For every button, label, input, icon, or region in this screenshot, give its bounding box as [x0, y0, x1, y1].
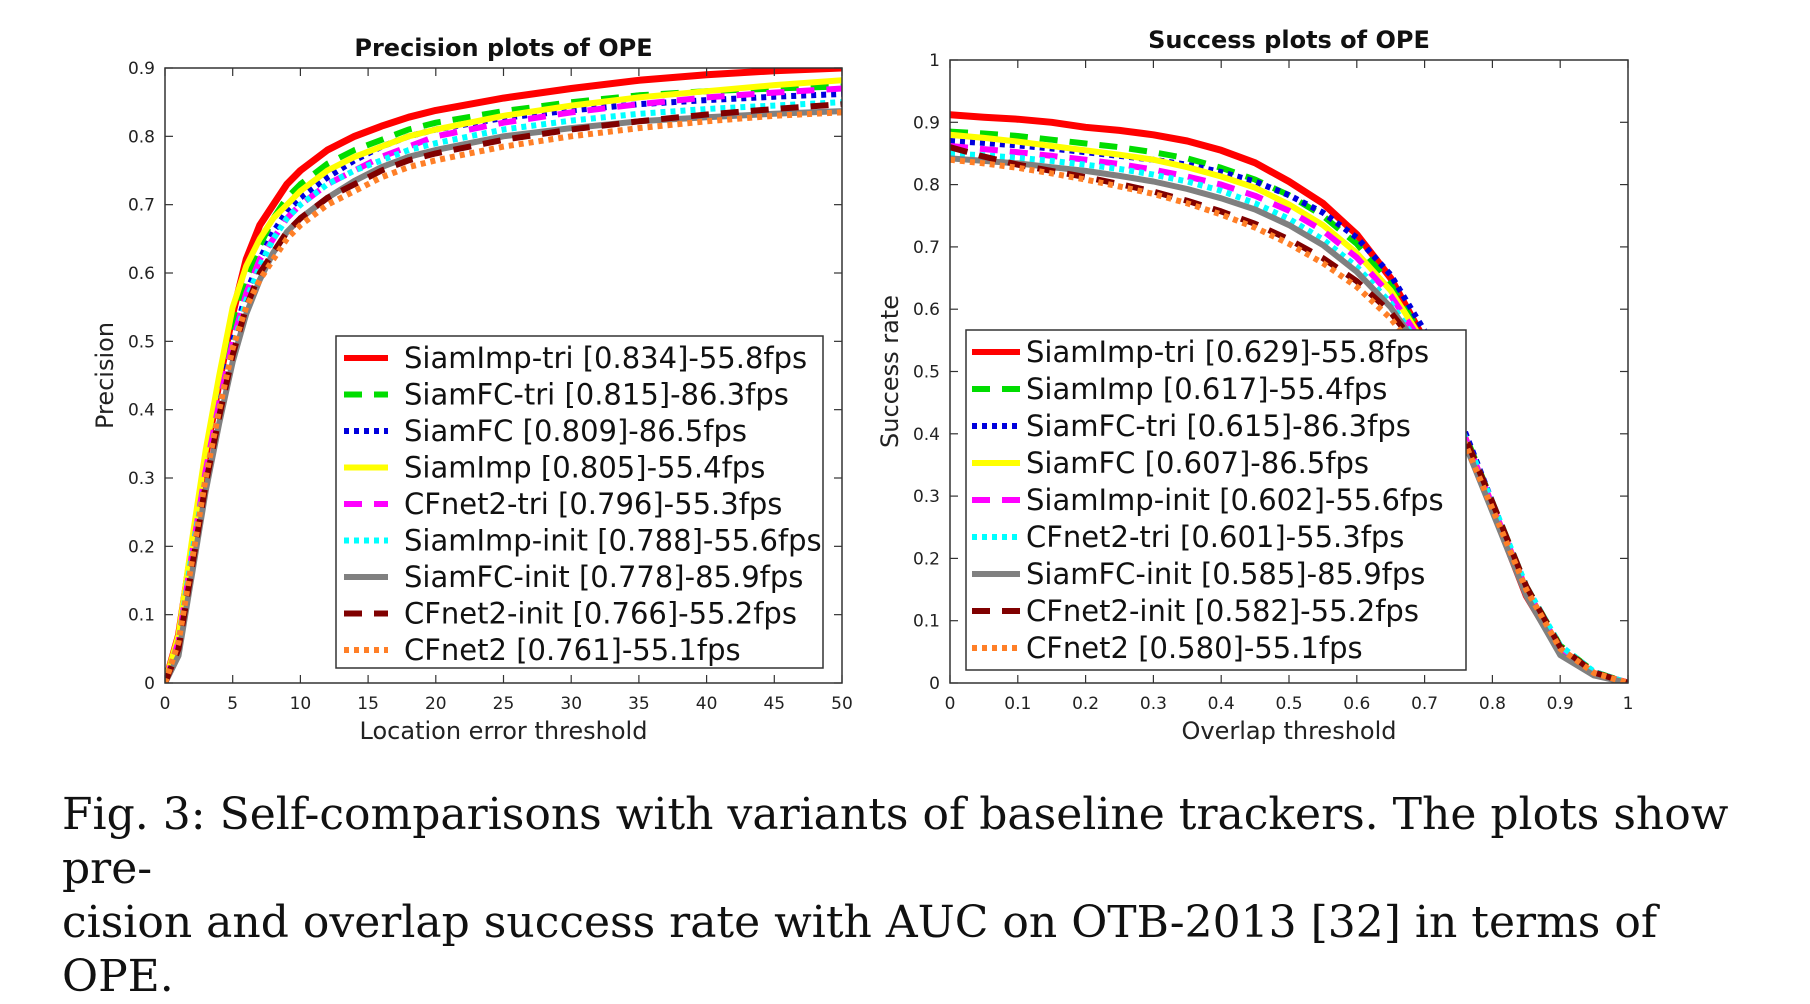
chart-2: 0 0.1 0.2 0.3 0.4 0.5 0.6 0.7 0.8 0.9 1 0 0.1 0.2 0.3 0… — [876, 26, 1633, 745]
y-tick-label: 0.6 — [128, 264, 155, 284]
chart-1: 0 5 10 15 20 25 30 35 40 45 50 0 0.1 0.2 0.3 0.4 0.5 0.6 0… — [91, 34, 853, 745]
chart-title: Precision plots of OPE — [354, 34, 652, 62]
y-tick-label: 1 — [929, 51, 940, 71]
y-tick-label: 0.4 — [128, 401, 155, 421]
caption-line-1: Self-comparisons with variants of baseli… — [62, 789, 1729, 894]
series-line-8 — [165, 101, 842, 683]
figure-caption: Fig. 3: Self-comparisons with variants o… — [62, 788, 1762, 1004]
y-tick-label: 0.9 — [128, 59, 155, 79]
x-tick-label: 5 — [227, 694, 238, 714]
x-tick-label: 0.1 — [1004, 694, 1031, 714]
x-tick-label: 25 — [493, 694, 515, 714]
x-tick-label: 10 — [290, 694, 312, 714]
legend-entry: SiamImp [0.617]-55.4fps — [1026, 372, 1387, 406]
legend-entry: SiamFC-tri [0.815]-86.3fps — [404, 378, 789, 412]
y-tick-label: 0.8 — [128, 127, 155, 147]
x-tick-label: 0.3 — [1140, 694, 1167, 714]
x-tick-label: 40 — [696, 694, 718, 714]
series-line-5 — [950, 143, 1628, 683]
caption-line-2: cision and overlap success rate with AUC… — [62, 897, 1658, 1002]
x-tick-label: 0.7 — [1411, 694, 1438, 714]
chart-title: Success plots of OPE — [1148, 26, 1430, 54]
y-tick-label: 0 — [929, 674, 940, 694]
y-tick-label: 0.6 — [913, 300, 940, 320]
y-tick-label: 0.7 — [128, 196, 155, 216]
series-line-6 — [950, 150, 1628, 683]
caption-label: Fig. 3: — [62, 789, 206, 840]
x-tick-label: 0.5 — [1275, 694, 1302, 714]
x-tick-label: 0.6 — [1343, 694, 1370, 714]
x-axis-label: Location error threshold — [360, 717, 648, 745]
legend-entry: CFnet2 [0.761]-55.1fps — [404, 633, 741, 667]
legend-entry: SiamImp [0.805]-55.4fps — [404, 451, 765, 485]
y-tick-label: 0.3 — [913, 487, 940, 507]
legend-entry: CFnet2-tri [0.796]-55.3fps — [404, 487, 782, 521]
x-tick-label: 0.9 — [1547, 694, 1574, 714]
x-tick-label: 20 — [425, 694, 447, 714]
series-line-9 — [165, 109, 842, 683]
legend-entry: CFnet2-init [0.582]-55.2fps — [1026, 594, 1419, 628]
y-tick-label: 0.1 — [128, 606, 155, 626]
legend-entry: CFnet2 [0.580]-55.1fps — [1026, 631, 1363, 665]
x-tick-label: 45 — [763, 694, 785, 714]
legend-entry: CFnet2-tri [0.601]-55.3fps — [1026, 520, 1404, 554]
legend-entry: SiamFC [0.607]-86.5fps — [1026, 446, 1369, 480]
legend-box — [965, 329, 1467, 671]
y-tick-label: 0.4 — [913, 425, 940, 445]
legend-entry: SiamImp-init [0.602]-55.6fps — [1026, 483, 1444, 517]
legend-box — [335, 335, 824, 669]
x-tick-label: 30 — [560, 694, 582, 714]
legend-entry: SiamFC-init [0.585]-85.9fps — [1026, 557, 1425, 591]
y-tick-label: 0.2 — [913, 549, 940, 569]
x-tick-label: 15 — [357, 694, 379, 714]
x-tick-label: 1 — [1623, 694, 1634, 714]
y-tick-label: 0.5 — [128, 332, 155, 352]
x-tick-label: 35 — [628, 694, 650, 714]
series-group — [165, 68, 842, 683]
legend-entry: SiamFC-tri [0.615]-86.3fps — [1026, 409, 1411, 443]
x-tick-label: 0 — [945, 694, 956, 714]
y-tick-label: 0.8 — [913, 176, 940, 196]
y-tick-label: 0.1 — [913, 612, 940, 632]
series-line-4 — [165, 77, 842, 683]
legend-entry: SiamImp-tri [0.834]-55.8fps — [404, 341, 807, 375]
series-line-9 — [950, 156, 1628, 683]
series-group — [950, 111, 1628, 683]
y-tick-label: 0.5 — [913, 363, 940, 383]
x-tick-label: 0 — [160, 694, 171, 714]
legend-entry: SiamFC-init [0.778]-85.9fps — [404, 560, 803, 594]
x-tick-label: 0.2 — [1072, 694, 1099, 714]
y-axis-label: Precision — [91, 322, 119, 429]
legend-entry: SiamImp-tri [0.629]-55.8fps — [1026, 335, 1429, 369]
y-axis-label: Success rate — [876, 295, 904, 448]
x-axis-label: Overlap threshold — [1182, 717, 1397, 745]
y-tick-label: 0.3 — [128, 469, 155, 489]
y-tick-label: 0.9 — [913, 113, 940, 133]
figure: 0 5 10 15 20 25 30 35 40 45 5000.10.20.30.40.50.60… — [91, 26, 1633, 745]
legend-entry: CFnet2-init [0.766]-55.2fps — [404, 597, 797, 631]
series-line-8 — [950, 144, 1628, 683]
x-tick-label: 50 — [831, 694, 853, 714]
x-tick-label: 0.4 — [1208, 694, 1235, 714]
y-tick-label: 0 — [144, 674, 155, 694]
x-tick-label: 0.8 — [1479, 694, 1506, 714]
legend-entry: SiamFC [0.809]-86.5fps — [404, 414, 747, 448]
series-line-7 — [950, 155, 1628, 683]
y-tick-label: 0.2 — [128, 537, 155, 557]
legend-entry: SiamImp-init [0.788]-55.6fps — [404, 524, 822, 558]
y-tick-label: 0.7 — [913, 238, 940, 258]
